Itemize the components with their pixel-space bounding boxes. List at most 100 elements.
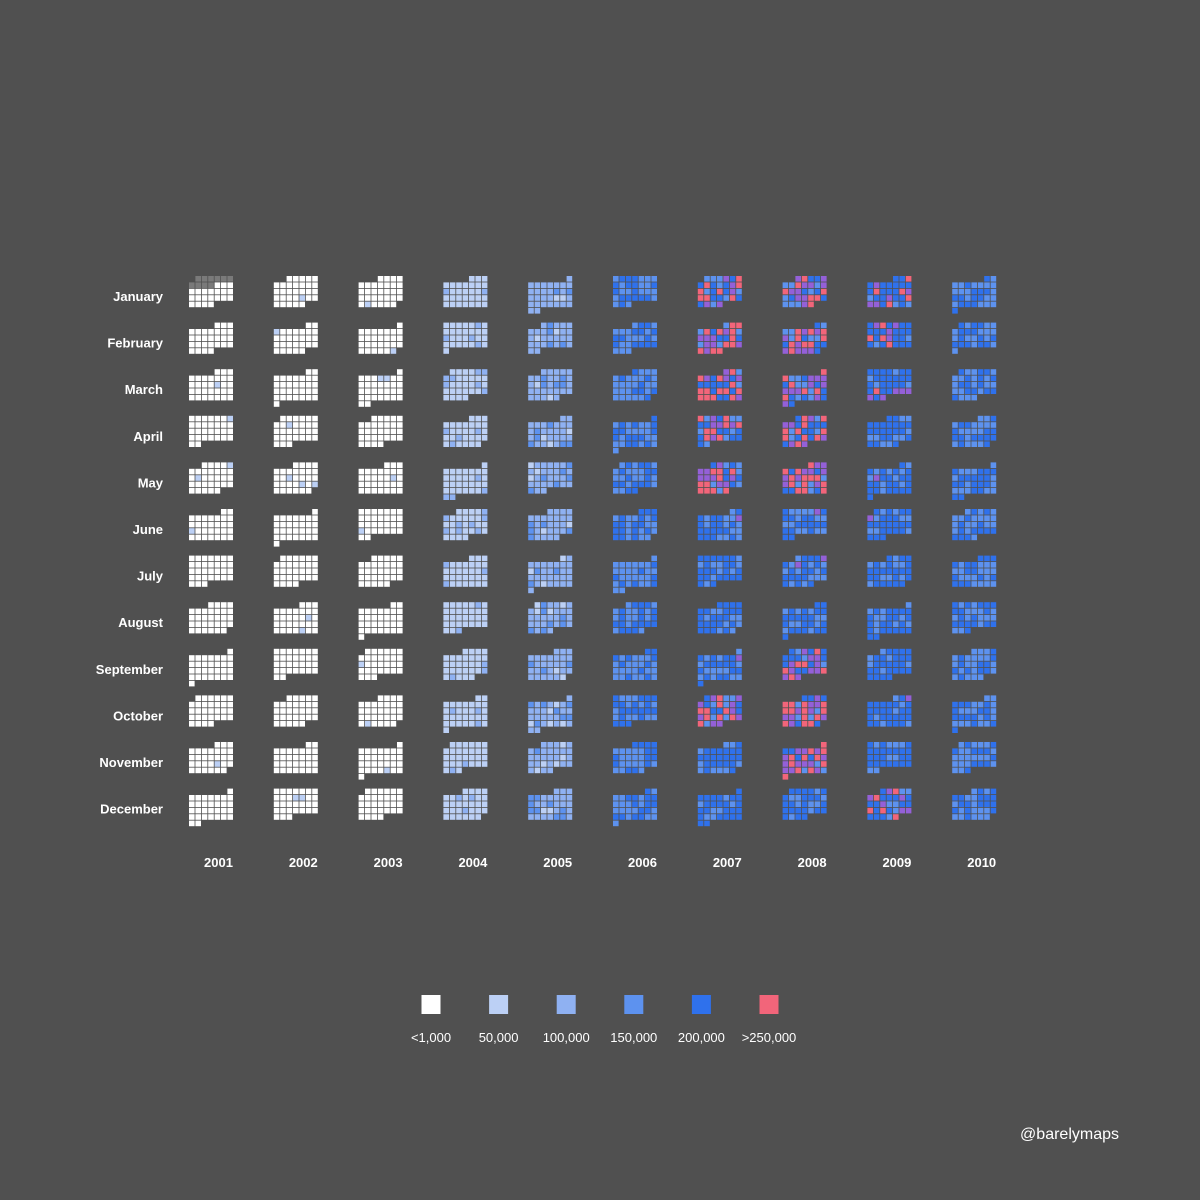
day-cell (299, 615, 305, 621)
day-cell (208, 767, 214, 774)
day-cell (801, 568, 808, 574)
day-cell (273, 481, 280, 488)
day-cell (821, 608, 827, 615)
day-cell (208, 515, 214, 521)
day-cell (717, 422, 723, 428)
day-cell (384, 701, 390, 708)
day-cell (651, 708, 657, 714)
day-cell (801, 814, 808, 820)
day-cell (377, 521, 384, 528)
day-cell (560, 329, 566, 335)
day-cell (299, 534, 305, 541)
day-cell (789, 422, 795, 428)
day-cell (208, 394, 214, 401)
day-cell (280, 415, 286, 422)
day-cell (456, 441, 462, 447)
day-cell (782, 422, 789, 428)
day-cell (736, 481, 742, 488)
day-cell (867, 627, 873, 634)
day-cell (801, 521, 808, 528)
day-cell (462, 674, 469, 680)
day-cell (638, 322, 645, 329)
day-cell (795, 574, 801, 581)
day-cell (566, 375, 573, 382)
day-cell (227, 509, 233, 515)
day-cell (560, 668, 566, 674)
day-cell (469, 481, 475, 488)
day-cell (704, 615, 710, 621)
day-cell (873, 481, 880, 488)
day-cell (651, 608, 657, 615)
day-cell (893, 288, 899, 295)
day-cell (710, 475, 717, 481)
day-cell (547, 468, 553, 475)
day-cell (971, 674, 977, 680)
day-cell (723, 795, 729, 801)
day-cell (814, 754, 821, 761)
day-cell (534, 721, 541, 727)
day-cell (990, 475, 997, 481)
day-cell (990, 276, 997, 282)
day-cell (808, 581, 814, 587)
day-cell (814, 608, 821, 615)
day-cell (880, 701, 886, 708)
day-cell (651, 648, 657, 655)
day-cell (312, 807, 318, 814)
day-cell (189, 674, 195, 680)
day-cell (638, 742, 645, 748)
day-cell (560, 515, 566, 521)
day-cell (958, 288, 965, 295)
day-cell (384, 348, 390, 354)
day-cell (899, 481, 905, 488)
day-cell (195, 708, 201, 714)
day-cell (547, 602, 553, 608)
day-cell (873, 515, 880, 521)
day-cell (280, 674, 286, 680)
day-cell (880, 369, 886, 375)
day-cell (534, 394, 541, 401)
day-cell (905, 341, 912, 348)
day-cell (899, 615, 905, 621)
day-cell (305, 655, 312, 661)
day-cell (189, 475, 195, 481)
day-cell (371, 615, 377, 621)
day-cell (905, 795, 912, 801)
day-cell (867, 515, 873, 521)
day-cell (221, 394, 227, 401)
day-cell (801, 621, 808, 627)
day-cell (541, 322, 547, 329)
day-cell (189, 621, 195, 627)
day-cell (553, 322, 560, 329)
day-cell (873, 574, 880, 581)
day-cell (873, 742, 880, 748)
day-cell (560, 661, 566, 668)
day-cell (619, 375, 625, 382)
day-cell (528, 288, 534, 295)
day-cell (566, 761, 573, 767)
day-cell (305, 708, 312, 714)
day-cell (736, 555, 742, 562)
day-cell (312, 742, 318, 748)
day-cell (821, 754, 827, 761)
day-cell (704, 748, 710, 754)
day-cell (358, 801, 365, 807)
day-cell (547, 534, 553, 541)
day-cell (801, 562, 808, 568)
day-cell (221, 795, 227, 801)
day-cell (619, 615, 625, 621)
day-cell (475, 615, 481, 621)
day-cell (704, 655, 710, 661)
day-cell (625, 335, 632, 341)
day-cell (821, 375, 827, 382)
day-cell (886, 562, 893, 568)
day-cell (899, 714, 905, 721)
day-cell (462, 288, 469, 295)
day-cell (710, 462, 717, 468)
day-cell (214, 761, 221, 767)
day-cell (273, 428, 280, 435)
day-cell (273, 807, 280, 814)
day-cell (977, 515, 984, 521)
day-cell (952, 568, 958, 574)
day-cell (873, 655, 880, 661)
day-cell (808, 288, 814, 295)
